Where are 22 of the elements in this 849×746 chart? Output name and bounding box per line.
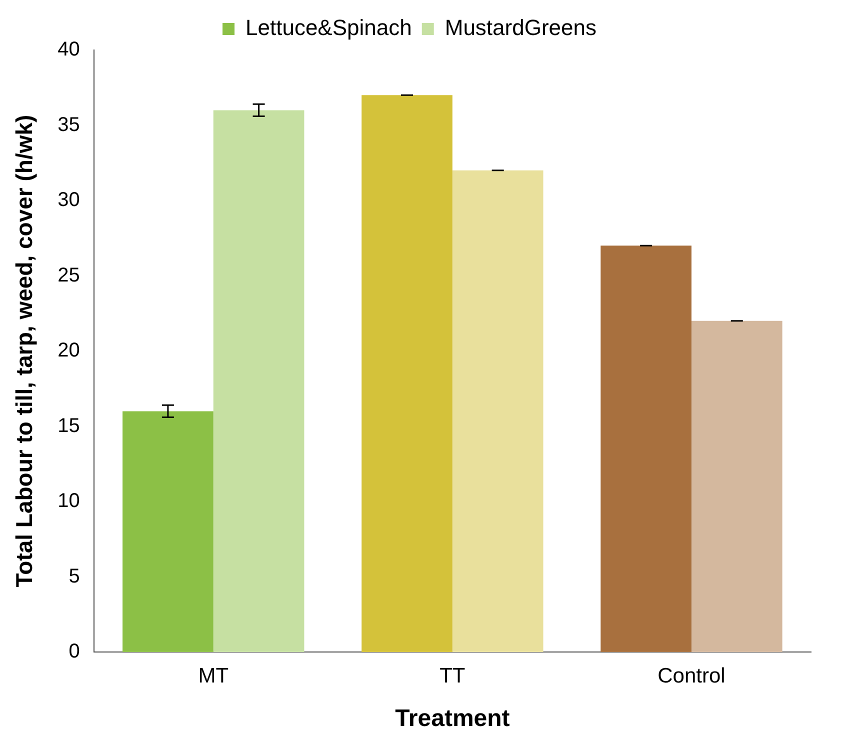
y-tick-label: 5 [68,565,80,588]
bar [362,95,452,652]
x-tick-label: TT [440,664,466,688]
bar [691,320,782,652]
legend-label: MustardGreens [444,15,596,40]
bar [600,246,692,652]
y-tick-label: 35 [58,114,80,136]
bar [213,110,304,652]
y-tick-label: 0 [68,640,80,663]
y-tick-label: 20 [58,340,80,362]
legend-label: Lettuce&Spinach [246,15,412,40]
x-tick-label: Control [658,664,726,688]
x-tick-label: MT [198,664,229,688]
x-axis-title: Treatment [395,705,510,732]
y-tick-label: 40 [58,38,80,61]
y-tick-label: 25 [58,264,80,286]
bar [122,411,214,652]
y-tick-label: 10 [58,490,80,512]
bar [452,170,544,652]
y-tick-label: 30 [58,189,80,212]
y-tick-label: 15 [58,414,80,437]
y-axis-title: Total Labour to till, tarp, weed, cover (h/wk) [11,114,38,588]
